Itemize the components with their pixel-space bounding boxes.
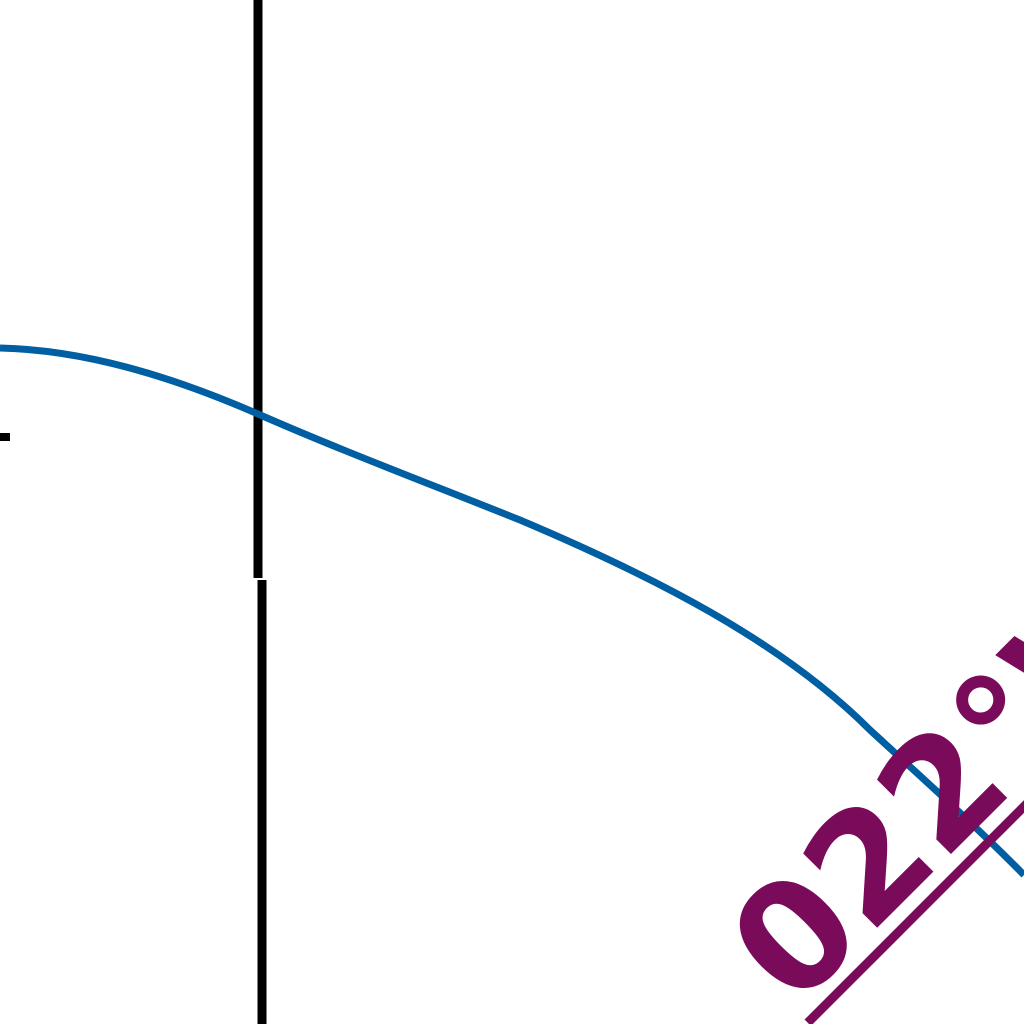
course-label-underline xyxy=(804,510,1024,1024)
route-line xyxy=(0,344,1024,878)
